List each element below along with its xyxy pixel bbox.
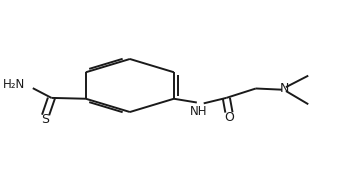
Text: N: N [280,82,289,95]
Text: H₂N: H₂N [3,78,25,91]
Text: NH: NH [190,105,207,118]
Text: O: O [225,111,235,124]
Text: S: S [42,113,50,126]
